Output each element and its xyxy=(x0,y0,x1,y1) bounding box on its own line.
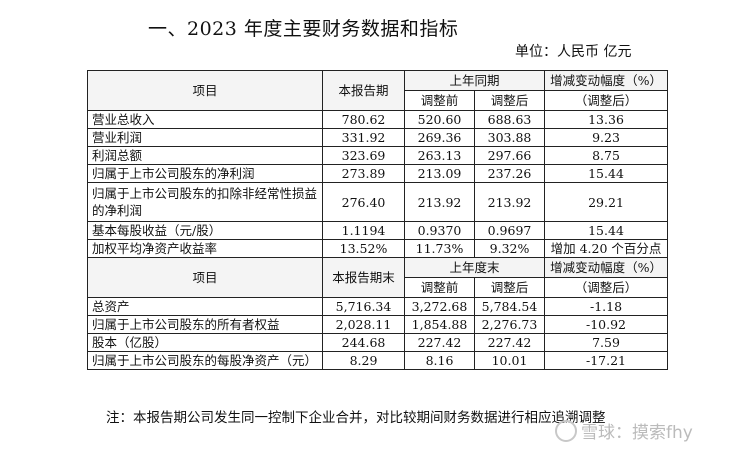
row-before: 3,272.68 xyxy=(404,297,475,316)
header-item: 项目 xyxy=(87,70,323,111)
table-row: 利润总额 323.69 263.13 297.66 8.75 xyxy=(87,146,669,165)
header-change: 增减变动幅度（%） xyxy=(544,257,669,278)
header-change-sub: （调整后） xyxy=(544,277,669,298)
row-name: 归属于上市公司股东的所有者权益 xyxy=(87,315,323,334)
row-change: 增加 4.20 个百分点 xyxy=(544,239,669,258)
header-change: 增减变动幅度（%） xyxy=(544,70,669,91)
header-before: 调整前 xyxy=(404,90,475,111)
header-change-sub: （调整后） xyxy=(544,90,669,111)
table-row: 总资产 5,716.34 3,272.68 5,784.54 -1.18 xyxy=(87,297,669,316)
row-before: 1,854.88 xyxy=(404,315,475,334)
row-change: 7.59 xyxy=(544,333,669,352)
row-change: 8.75 xyxy=(544,146,669,165)
table-row: 股本（亿股） 244.68 227.42 227.42 7.59 xyxy=(87,333,669,352)
row-change: -17.21 xyxy=(544,351,669,370)
row-before: 11.73% xyxy=(404,239,475,258)
row-current: 244.68 xyxy=(322,333,405,352)
row-change: 15.44 xyxy=(544,164,669,183)
row-current: 276.40 xyxy=(322,182,405,222)
row-name: 归属于上市公司股东的净利润 xyxy=(87,164,323,183)
row-current: 13.52% xyxy=(322,239,405,258)
header-item: 项目 xyxy=(87,257,323,298)
row-change: 13.36 xyxy=(544,110,669,129)
row-after: 227.42 xyxy=(473,333,546,352)
header-prior: 上年同期 xyxy=(403,70,546,91)
row-name: 归属于上市公司股东的扣除非经常性损益的净利润 xyxy=(87,182,323,222)
footnote: 注：本报告期公司发生同一控制下企业合并，对比较期间财务数据进行相应追溯调整 xyxy=(106,410,606,426)
row-current: 1.1194 xyxy=(322,221,405,240)
row-after: 237.26 xyxy=(473,164,546,183)
row-after: 297.66 xyxy=(473,146,546,165)
table-row: 归属于上市公司股东的净利润 273.89 213.09 237.26 15.44 xyxy=(87,164,669,183)
row-name: 营业总收入 xyxy=(87,110,323,129)
watermark-text: 雪球：摸索fhy xyxy=(581,423,693,443)
row-before: 263.13 xyxy=(404,146,475,165)
row-after: 688.63 xyxy=(473,110,546,129)
row-after: 5,784.54 xyxy=(473,297,546,316)
row-name: 利润总额 xyxy=(87,146,323,165)
table-header-row: 项目 本报告期 上年同期 增减变动幅度（%） xyxy=(87,70,669,111)
row-before: 227.42 xyxy=(404,333,475,352)
row-after: 213.92 xyxy=(473,182,546,222)
row-change: -1.18 xyxy=(544,297,669,316)
row-current: 2,028.11 xyxy=(322,315,405,334)
row-change: 15.44 xyxy=(544,221,669,240)
row-change: 9.23 xyxy=(544,128,669,147)
row-name: 营业利润 xyxy=(87,128,323,147)
row-name: 加权平均净资产收益率 xyxy=(87,239,323,258)
row-before: 269.36 xyxy=(404,128,475,147)
table-row: 归属于上市公司股东的每股净资产（元） 8.29 8.16 10.01 -17.2… xyxy=(87,351,669,370)
unit-label: 单位：人民币 亿元 xyxy=(515,44,632,60)
row-current: 5,716.34 xyxy=(322,297,405,316)
row-current: 780.62 xyxy=(322,110,405,129)
row-current: 331.92 xyxy=(322,128,405,147)
table-row: 营业利润 331.92 269.36 303.88 9.23 xyxy=(87,128,669,147)
row-current: 323.69 xyxy=(322,146,405,165)
row-before: 213.09 xyxy=(404,164,475,183)
page-title: 一、2023 年度主要财务数据和指标 xyxy=(148,18,459,40)
header-prior: 上年度末 xyxy=(403,257,546,278)
row-after: 2,276.73 xyxy=(473,315,546,334)
table-row: 归属于上市公司股东的所有者权益 2,028.11 1,854.88 2,276.… xyxy=(87,315,669,334)
row-before: 520.60 xyxy=(404,110,475,129)
row-change: 29.21 xyxy=(544,182,669,222)
table-row: 归属于上市公司股东的扣除非经常性损益的净利润 276.40 213.92 213… xyxy=(87,182,669,222)
header-current: 本报告期 xyxy=(322,70,405,111)
header-after: 调整后 xyxy=(473,277,546,298)
header-current: 本报告期末 xyxy=(322,257,405,298)
watermark: 雪球：摸索fhy xyxy=(555,418,693,443)
row-before: 8.16 xyxy=(404,351,475,370)
row-current: 8.29 xyxy=(322,351,405,370)
header-before: 调整前 xyxy=(404,277,475,298)
row-name: 基本每股收益（元/股） xyxy=(87,221,323,240)
row-name: 总资产 xyxy=(87,297,323,316)
header-after: 调整后 xyxy=(473,90,546,111)
snowball-logo-icon xyxy=(555,419,577,442)
row-after: 303.88 xyxy=(473,128,546,147)
row-after: 9.32% xyxy=(473,239,546,258)
row-after: 0.9697 xyxy=(473,221,546,240)
row-name: 股本（亿股） xyxy=(87,333,323,352)
table-header-row: 项目 本报告期末 上年度末 增减变动幅度（%） xyxy=(87,257,669,298)
row-before: 0.9370 xyxy=(404,221,475,240)
table-row: 加权平均净资产收益率 13.52% 11.73% 9.32% 增加 4.20 个… xyxy=(87,239,669,258)
row-change: -10.92 xyxy=(544,315,669,334)
table-subheader-row: 调整前 调整后 （调整后） xyxy=(88,277,669,298)
row-name: 归属于上市公司股东的每股净资产（元） xyxy=(87,351,323,370)
row-current: 273.89 xyxy=(322,164,405,183)
table-row: 基本每股收益（元/股） 1.1194 0.9370 0.9697 15.44 xyxy=(87,221,669,240)
row-after: 10.01 xyxy=(473,351,546,370)
table-row: 营业总收入 780.62 520.60 688.63 13.36 xyxy=(87,110,669,129)
financial-table: 项目 本报告期 上年同期 增减变动幅度（%） 调整前 调整后 （调整后） 营业总… xyxy=(87,70,669,370)
row-before: 213.92 xyxy=(404,182,475,222)
